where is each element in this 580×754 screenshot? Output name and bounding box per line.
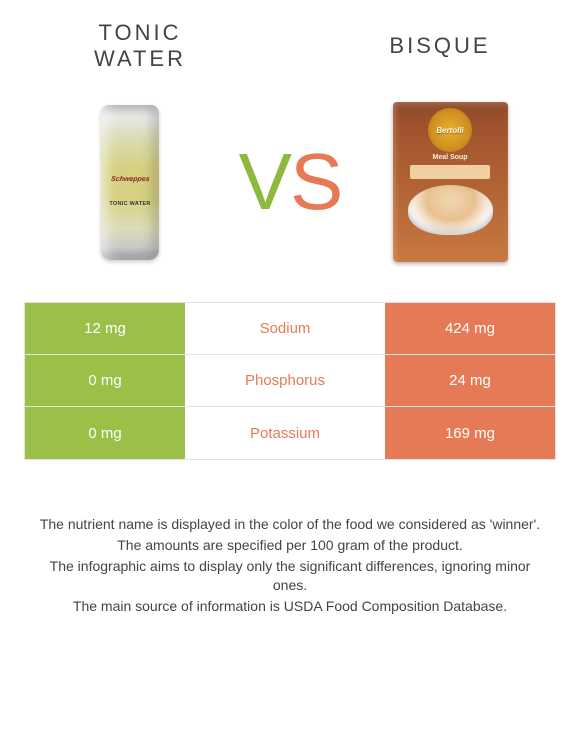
left-value: 0 mg	[25, 355, 185, 406]
vs-s: S	[290, 137, 341, 226]
table-row: 0 mgPotassium169 mg	[25, 407, 555, 459]
bisque-box-icon: Bertolli Meal Soup	[393, 102, 508, 262]
right-image: Bertolli Meal Soup	[370, 92, 530, 272]
comparison-table: 12 mgSodium424 mg0 mgPhosphorus24 mg0 mg…	[24, 302, 556, 460]
vs-v: V	[239, 137, 290, 226]
footer-notes: The nutrient name is displayed in the co…	[0, 460, 580, 615]
footer-line: The nutrient name is displayed in the co…	[38, 515, 542, 534]
left-image: Schweppes TONIC WATER	[50, 92, 210, 272]
vs-label: VS	[239, 136, 342, 228]
left-value: 0 mg	[25, 407, 185, 459]
box-brand: Bertolli	[428, 108, 472, 152]
footer-line: The infographic aims to display only the…	[38, 557, 542, 595]
tonic-can-icon: Schweppes TONIC WATER	[101, 105, 159, 260]
footer-line: The main source of information is USDA F…	[38, 597, 542, 616]
box-bowl-icon	[408, 185, 493, 235]
right-value: 424 mg	[385, 303, 555, 354]
nutrient-name: Potassium	[185, 407, 385, 459]
table-row: 0 mgPhosphorus24 mg	[25, 355, 555, 407]
table-row: 12 mgSodium424 mg	[25, 303, 555, 355]
footer-line: The amounts are specified per 100 gram o…	[38, 536, 542, 555]
box-sub: Meal Soup	[432, 154, 467, 161]
header-row: Tonic water Bisque	[0, 0, 580, 82]
box-strip-icon	[410, 165, 490, 179]
right-title: Bisque	[350, 33, 530, 59]
can-text: TONIC WATER	[109, 201, 150, 207]
can-brand: Schweppes	[110, 176, 149, 183]
right-value: 24 mg	[385, 355, 555, 406]
nutrient-name: Phosphorus	[185, 355, 385, 406]
right-value: 169 mg	[385, 407, 555, 459]
left-title: Tonic water	[50, 20, 230, 72]
left-value: 12 mg	[25, 303, 185, 354]
nutrient-name: Sodium	[185, 303, 385, 354]
images-row: Schweppes TONIC WATER VS Bertolli Meal S…	[0, 82, 580, 302]
